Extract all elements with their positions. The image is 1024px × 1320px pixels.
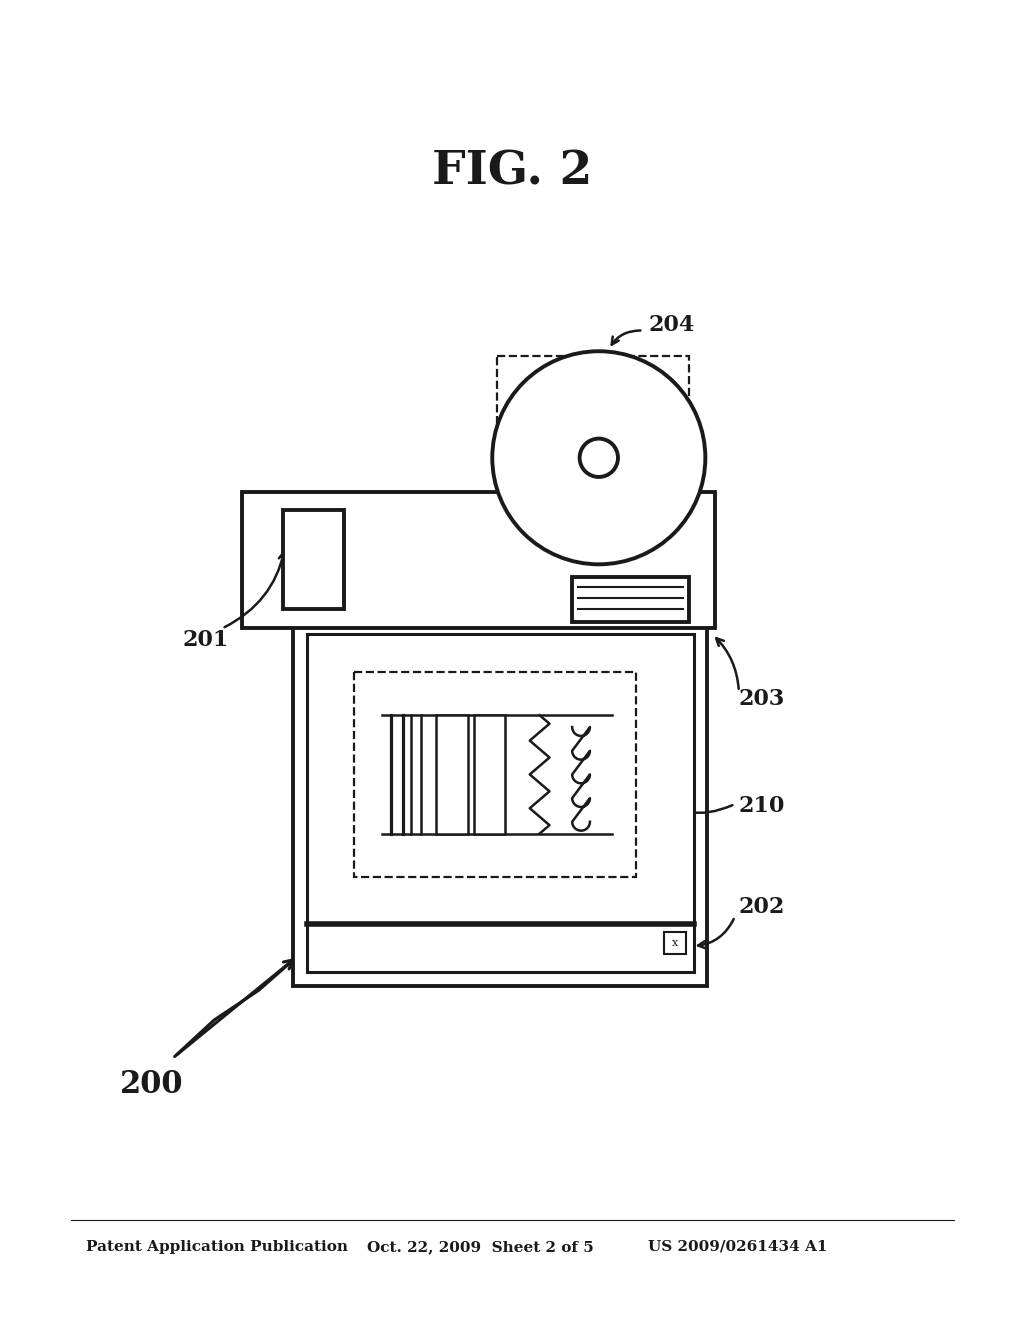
Bar [242, 492, 715, 628]
Text: 200: 200 [121, 1069, 184, 1100]
Text: FIG. 2: FIG. 2 [432, 149, 592, 195]
Text: 204: 204 [648, 314, 694, 335]
Text: 202: 202 [739, 895, 785, 917]
Bar [473, 715, 505, 834]
Bar [498, 356, 689, 628]
Text: Oct. 22, 2009  Sheet 2 of 5: Oct. 22, 2009 Sheet 2 of 5 [367, 1239, 594, 1254]
Bar [436, 715, 468, 834]
Text: x: x [672, 939, 678, 948]
Bar [572, 577, 688, 622]
Bar [354, 672, 636, 876]
Text: 201: 201 [182, 630, 229, 651]
Bar [307, 635, 693, 972]
Circle shape [580, 438, 617, 477]
Text: 203: 203 [739, 689, 785, 710]
Circle shape [493, 351, 706, 565]
Bar [664, 932, 686, 954]
Text: 210: 210 [739, 795, 785, 817]
Bar [284, 510, 344, 609]
Text: Patent Application Publication: Patent Application Publication [86, 1239, 348, 1254]
Bar [293, 620, 708, 986]
Text: US 2009/0261434 A1: US 2009/0261434 A1 [648, 1239, 827, 1254]
